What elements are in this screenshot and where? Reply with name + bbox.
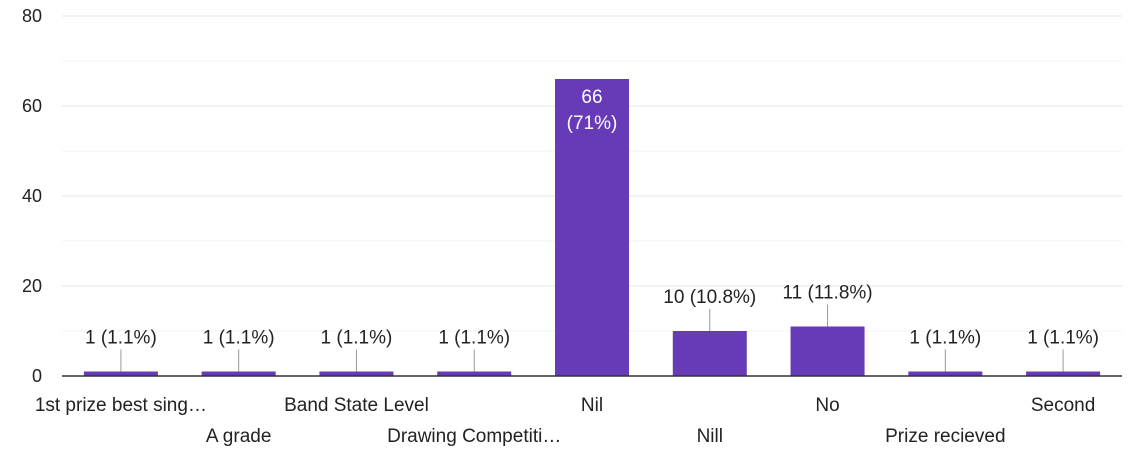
bar	[672, 331, 747, 376]
data-label: 1 (1.1%)	[1027, 328, 1099, 349]
bar	[1026, 371, 1101, 376]
bar	[790, 326, 865, 376]
bar	[555, 79, 629, 376]
x-tick-label: Band State Level	[284, 395, 429, 416]
y-tick-label: 40	[22, 186, 42, 206]
bar	[83, 371, 158, 376]
x-tick-label: No	[815, 395, 839, 416]
data-label: 1 (1.1%)	[203, 328, 275, 349]
y-tick-label: 0	[32, 366, 42, 386]
data-label-percent: (71%)	[567, 113, 618, 134]
x-tick-label: Prize recieved	[885, 426, 1005, 447]
x-tick-label: A grade	[206, 426, 272, 447]
bar	[908, 371, 983, 376]
data-label: 1 (1.1%)	[321, 328, 393, 349]
x-tick-label: Nil	[581, 395, 603, 416]
data-label: 1 (1.1%)	[85, 328, 157, 349]
bar	[437, 371, 512, 376]
x-tick-label: Second	[1031, 395, 1095, 416]
data-label: 11 (11.8%)	[782, 283, 872, 304]
x-tick-label: Drawing Competiti…	[387, 426, 561, 447]
bar	[201, 371, 276, 376]
x-tick-label: 1st prize best sing…	[35, 395, 207, 416]
y-tick-label: 60	[22, 96, 42, 116]
data-label: 1 (1.1%)	[438, 328, 510, 349]
data-label: 10 (10.8%)	[663, 287, 756, 308]
bar	[319, 371, 394, 376]
x-tick-label: Nill	[697, 426, 723, 447]
y-tick-label: 80	[22, 6, 42, 26]
data-label-value: 66	[581, 87, 602, 108]
data-label: 1 (1.1%)	[909, 328, 981, 349]
y-tick-label: 20	[22, 276, 42, 296]
